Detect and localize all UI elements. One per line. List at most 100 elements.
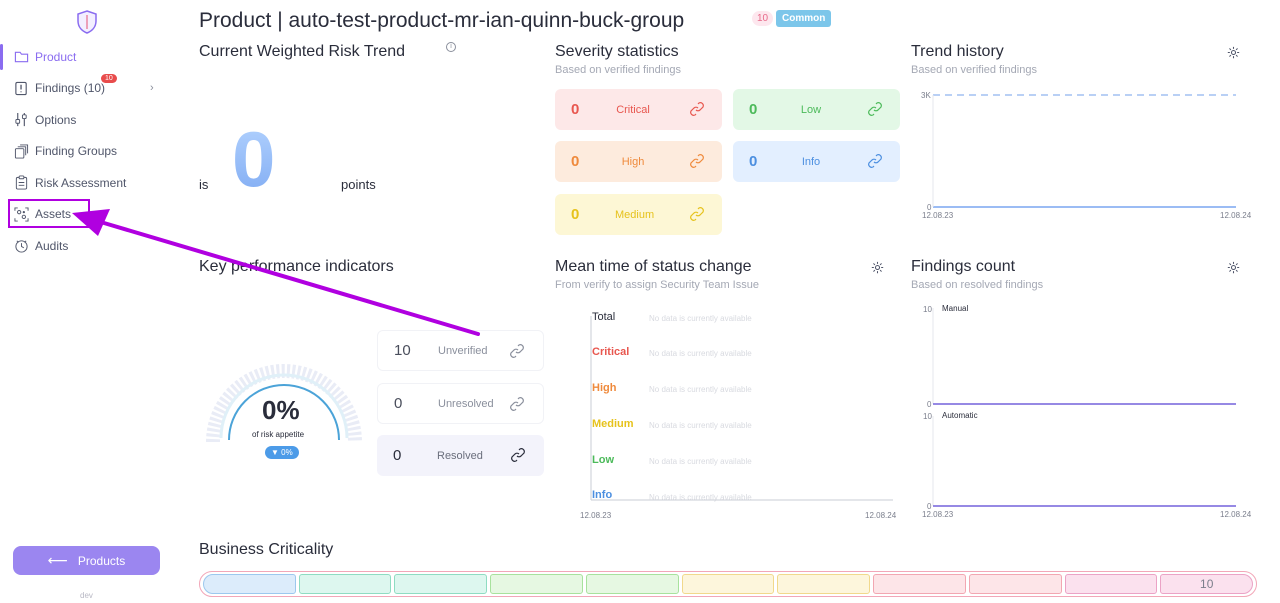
severity-tile-medium[interactable]: 0 Medium xyxy=(555,194,722,235)
severity-tile-high[interactable]: 0 High xyxy=(555,141,722,182)
link-icon[interactable] xyxy=(509,343,525,359)
gauge-delta-badge: ▼ 0% xyxy=(265,446,299,459)
link-icon[interactable] xyxy=(867,153,883,169)
business-criticality-title: Business Criticality xyxy=(199,541,334,558)
link-icon[interactable] xyxy=(510,447,526,463)
findings-count-chart xyxy=(932,308,1236,507)
severity-info-value: 0 xyxy=(749,153,758,170)
link-icon[interactable] xyxy=(867,101,883,117)
sidebar: Product Findings (10) 10 › Options Findi… xyxy=(0,0,180,603)
criticality-segment[interactable]: 10 xyxy=(1160,574,1254,594)
manual-y-bottom: 0 xyxy=(927,400,932,409)
criticality-segment[interactable] xyxy=(394,574,488,594)
mean-time-subtitle: From verify to assign Security Team Issu… xyxy=(555,279,759,291)
gauge-label: of risk appetite xyxy=(252,430,305,439)
environment-label: dev xyxy=(80,591,93,600)
sidebar-item-findings[interactable]: Findings (10) 10 › xyxy=(0,73,180,105)
severity-high-value: 0 xyxy=(571,153,580,170)
criticality-segment[interactable] xyxy=(873,574,966,594)
gear-icon[interactable] xyxy=(871,261,884,274)
criticality-segment[interactable] xyxy=(490,574,583,594)
findings-count-x-end: 12.08.24 xyxy=(1220,510,1252,519)
criticality-segment[interactable] xyxy=(298,574,392,594)
link-icon[interactable] xyxy=(689,101,705,117)
folder-icon xyxy=(14,51,29,63)
mean-time-nodata-medium: No data is currently available xyxy=(649,421,752,430)
severity-tile-info[interactable]: 0 Info xyxy=(733,141,900,182)
trend-history-x-start: 12.08.23 xyxy=(922,211,954,220)
sidebar-item-label: Assets xyxy=(35,207,72,222)
arrow-left-icon: ⟵ xyxy=(47,552,68,568)
sidebar-item-product[interactable]: Product xyxy=(0,41,180,73)
criticality-segment[interactable] xyxy=(1064,574,1158,594)
gauge-value: 0% xyxy=(262,395,300,425)
risk-trend-value: 0 xyxy=(232,115,276,203)
severity-tile-low[interactable]: 0 Low xyxy=(733,89,900,130)
sidebar-item-audits[interactable]: Audits xyxy=(0,230,180,262)
mean-time-label-critical: Critical xyxy=(592,346,630,358)
mean-time-nodata-info: No data is currently available xyxy=(649,493,752,502)
sidebar-item-label: Risk Assessment xyxy=(35,175,127,190)
risk-trend-suffix: points xyxy=(341,177,376,192)
kpi-row-resolved[interactable]: 0 Resolved xyxy=(377,435,544,476)
severity-medium-value: 0 xyxy=(571,206,580,223)
mean-time-nodata-critical: No data is currently available xyxy=(649,349,752,358)
sidebar-item-options[interactable]: Options xyxy=(0,104,180,136)
trend-history-title: Trend history xyxy=(911,43,1004,60)
criticality-segment[interactable] xyxy=(968,574,1062,594)
kpi-resolved-label: Resolved xyxy=(437,449,483,462)
automatic-series-label: Automatic xyxy=(942,411,978,420)
mean-time-x-end: 12.08.24 xyxy=(865,511,897,520)
clipboard-icon xyxy=(15,175,28,190)
severity-high-label: High xyxy=(621,155,645,168)
product-type-tag: Common xyxy=(776,10,832,27)
mean-time-title: Mean time of status change xyxy=(555,258,752,275)
link-icon[interactable] xyxy=(689,153,705,169)
kpi-row-unresolved[interactable]: 0 Unresolved xyxy=(377,383,544,424)
sidebar-item-label: Findings (10) xyxy=(35,81,106,96)
trend-history-y-bottom: 0 xyxy=(927,203,932,212)
findings-count-title: Findings count xyxy=(911,258,1016,275)
sidebar-item-assets[interactable]: Assets xyxy=(0,199,180,231)
chevron-right-icon[interactable]: › xyxy=(150,82,154,95)
shield-logo-icon[interactable] xyxy=(76,10,98,34)
risk-trend-title: Current Weighted Risk Trend xyxy=(199,43,406,60)
sliders-icon xyxy=(15,113,27,127)
severity-subtitle: Based on verified findings xyxy=(555,64,681,76)
trend-history-y-top: 3K xyxy=(921,91,931,100)
severity-tile-critical[interactable]: 0 Critical xyxy=(555,89,722,130)
risk-trend-prefix: is xyxy=(199,177,209,192)
link-icon[interactable] xyxy=(509,396,525,412)
severity-critical-label: Critical xyxy=(616,103,650,116)
products-button[interactable]: ⟵ Products xyxy=(13,546,160,575)
sidebar-item-finding-groups[interactable]: Finding Groups xyxy=(0,136,180,168)
manual-series-label: Manual xyxy=(942,304,969,313)
sidebar-item-label: Finding Groups xyxy=(35,144,118,159)
info-icon[interactable]: i xyxy=(446,42,456,52)
criticality-segment[interactable] xyxy=(777,574,871,594)
manual-y-top: 10 xyxy=(923,305,932,314)
gear-icon[interactable] xyxy=(1227,261,1240,274)
audit-icon xyxy=(15,240,28,253)
annotation-highlight-box xyxy=(8,199,90,228)
kpi-unverified-label: Unverified xyxy=(438,344,488,357)
kpi-row-unverified[interactable]: 10 Unverified xyxy=(377,330,544,371)
severity-low-value: 0 xyxy=(749,101,758,118)
mean-time-axis xyxy=(590,316,893,501)
kpi-resolved-value: 0 xyxy=(393,447,402,464)
findings-count-badge: 10 xyxy=(101,73,117,83)
sidebar-item-label: Options xyxy=(35,112,77,127)
sidebar-item-risk-assessment[interactable]: Risk Assessment xyxy=(0,167,180,199)
criticality-segment[interactable] xyxy=(681,574,775,594)
products-button-label: Products xyxy=(77,553,126,568)
criticality-segment[interactable] xyxy=(203,574,296,594)
gear-icon[interactable] xyxy=(1227,46,1240,59)
criticality-segment[interactable] xyxy=(585,574,679,594)
trend-history-chart xyxy=(932,94,1236,208)
kpi-unresolved-label: Unresolved xyxy=(438,397,494,410)
link-icon[interactable] xyxy=(689,206,705,222)
mean-time-label-low: Low xyxy=(592,454,614,466)
business-criticality-scale[interactable]: 10 xyxy=(199,571,1257,597)
severity-critical-value: 0 xyxy=(571,101,580,118)
sidebar-item-label: Product xyxy=(35,49,77,64)
